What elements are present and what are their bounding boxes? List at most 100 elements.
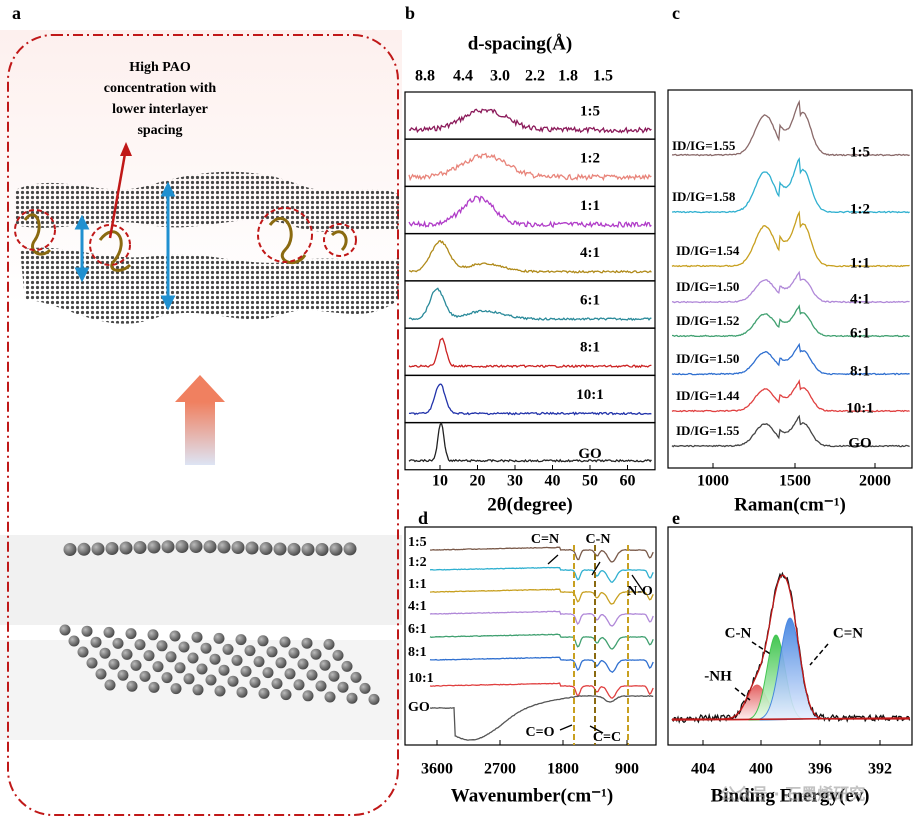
atom bbox=[139, 670, 151, 682]
peak-annotation: -NH bbox=[704, 668, 732, 684]
peak-annotation: C=N bbox=[833, 625, 863, 641]
top-tick-label: 1.5 bbox=[593, 68, 613, 85]
pointer bbox=[547, 554, 559, 565]
atom bbox=[117, 669, 129, 681]
atom bbox=[169, 630, 181, 642]
sample-label: GO bbox=[848, 435, 871, 451]
atom bbox=[293, 679, 305, 691]
top-tick-label: 2.2 bbox=[525, 68, 545, 85]
atom bbox=[203, 540, 217, 554]
sample-label: 8:1 bbox=[580, 340, 600, 356]
arrow-head bbox=[160, 181, 176, 197]
atom bbox=[346, 692, 358, 704]
atom bbox=[301, 637, 313, 649]
atom bbox=[231, 541, 245, 555]
atom bbox=[103, 626, 115, 638]
atom bbox=[165, 651, 177, 663]
atom bbox=[288, 647, 300, 659]
frame bbox=[404, 374, 656, 424]
sample-label: GO bbox=[578, 446, 601, 462]
pointer bbox=[809, 643, 829, 666]
atom bbox=[68, 635, 80, 647]
atom bbox=[104, 679, 116, 691]
x-tick-label: 3600 bbox=[421, 761, 453, 778]
frame bbox=[667, 526, 913, 746]
axis-title: d-spacing(Å) bbox=[468, 33, 573, 54]
frame bbox=[667, 89, 913, 469]
spectrum bbox=[671, 571, 911, 724]
spectrum bbox=[408, 152, 652, 182]
panel-label: a bbox=[12, 3, 21, 23]
pointer bbox=[589, 725, 604, 734]
atom bbox=[152, 661, 164, 673]
atom bbox=[245, 541, 259, 555]
atom bbox=[280, 689, 292, 701]
spectrum bbox=[671, 414, 910, 448]
sample-label: 1:2 bbox=[850, 201, 870, 217]
atom bbox=[130, 659, 142, 671]
sample-label: 10:1 bbox=[576, 387, 604, 403]
atom bbox=[125, 628, 137, 640]
atom bbox=[112, 637, 124, 649]
x-tick-label: 1500 bbox=[779, 473, 811, 490]
x-tick-label: 40 bbox=[545, 473, 561, 490]
peak-annotation: C-N bbox=[586, 532, 611, 547]
graphene-sheet bbox=[20, 247, 400, 324]
spectrum bbox=[671, 99, 910, 157]
atom bbox=[319, 659, 331, 671]
x-tick-label: 50 bbox=[582, 473, 598, 490]
sample-label: 8:1 bbox=[408, 645, 427, 660]
atom bbox=[324, 691, 336, 703]
spectrum bbox=[671, 270, 910, 304]
atom bbox=[213, 632, 225, 644]
x-tick-label: 2700 bbox=[484, 761, 516, 778]
atom bbox=[279, 636, 291, 648]
atom bbox=[77, 542, 91, 556]
atom bbox=[315, 680, 327, 692]
x-tick-label: 10 bbox=[432, 473, 448, 490]
annotation-line: spacing bbox=[137, 123, 182, 138]
atom bbox=[81, 625, 93, 637]
atom bbox=[189, 540, 203, 554]
atom bbox=[332, 649, 344, 661]
atom bbox=[126, 680, 138, 692]
atom bbox=[178, 641, 190, 653]
atom bbox=[297, 658, 309, 670]
sample-label: 1:2 bbox=[408, 555, 427, 570]
atom bbox=[284, 668, 296, 680]
x-tick-label: 400 bbox=[749, 761, 773, 778]
x-tick-label: 20 bbox=[470, 473, 486, 490]
sample-label: 1:5 bbox=[580, 103, 600, 119]
ratio-label: ID/IG=1.52 bbox=[676, 313, 739, 328]
pointer-arrow bbox=[108, 147, 128, 239]
atom bbox=[258, 687, 270, 699]
annotation-line: High PAO bbox=[129, 60, 191, 75]
ratio-label: ID/IG=1.55 bbox=[672, 138, 736, 153]
x-tick-label: 900 bbox=[615, 761, 639, 778]
atom bbox=[343, 542, 357, 556]
panel-b: b d-spacing(Å) 8.8 4.4 3.0 2.2 1.8 1.5 1:5 1:2 1:1… bbox=[404, 3, 656, 515]
peak-annotation: C=O bbox=[526, 725, 555, 740]
atom bbox=[133, 540, 147, 554]
atom bbox=[222, 643, 234, 655]
peak-annotation: C=C bbox=[593, 730, 621, 745]
atom bbox=[148, 681, 160, 693]
spectrum bbox=[408, 421, 652, 463]
frame bbox=[404, 422, 656, 471]
atom bbox=[143, 650, 155, 662]
sample-label: 4:1 bbox=[850, 291, 870, 307]
atom bbox=[134, 639, 146, 651]
atom bbox=[273, 542, 287, 556]
atom bbox=[275, 657, 287, 669]
sample-label: 4:1 bbox=[408, 599, 427, 614]
spectrum bbox=[429, 633, 654, 650]
atom bbox=[99, 647, 111, 659]
x-tick-label: 1800 bbox=[547, 761, 579, 778]
pao-chain bbox=[330, 230, 348, 252]
atom bbox=[235, 634, 247, 646]
x-tick-label: 392 bbox=[868, 761, 892, 778]
panel-e: e C-N C=N -NH 404 400 396 392 Binding Energy(ev) bbox=[667, 508, 913, 806]
atom bbox=[231, 654, 243, 666]
panel-label: c bbox=[672, 3, 680, 23]
